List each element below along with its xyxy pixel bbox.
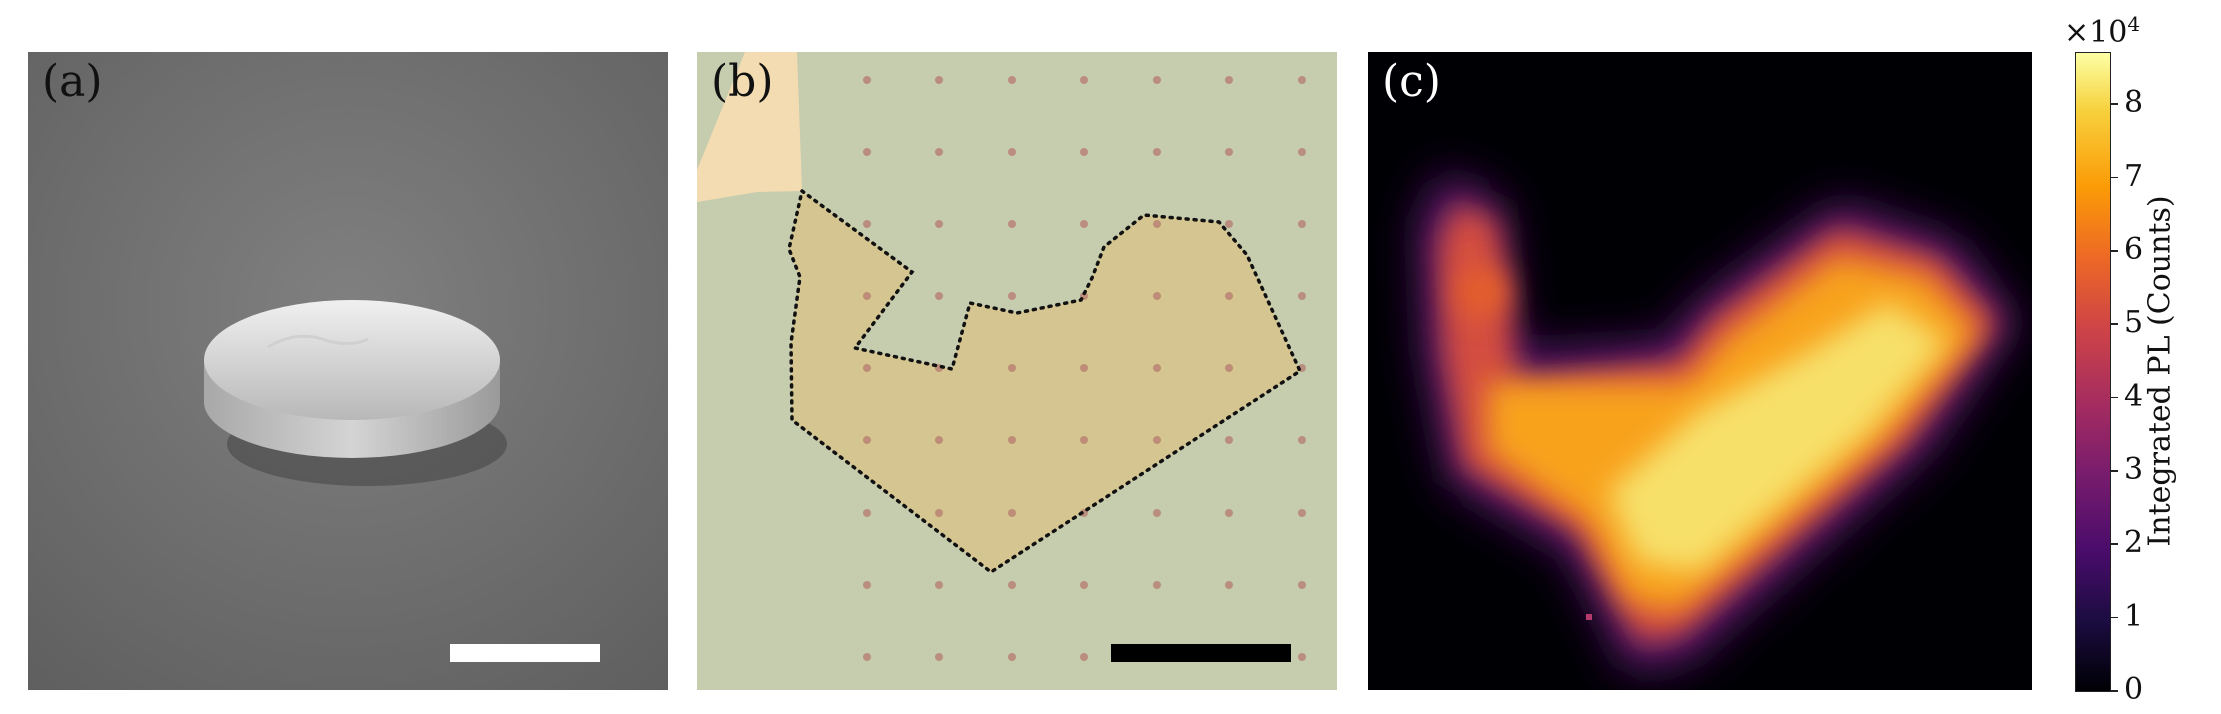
pillar-dot — [935, 148, 943, 156]
pl-map-panel: (c) — [1368, 52, 2032, 690]
pillar-dot — [863, 509, 871, 517]
colorbar-tick-label: 8 — [2124, 85, 2144, 121]
pillar-dot — [935, 653, 943, 661]
pillar-dot — [1225, 76, 1233, 84]
colorbar-tick — [2110, 690, 2118, 692]
pillar-dot — [1225, 364, 1233, 372]
pillar-dot — [863, 220, 871, 228]
pillar-dot — [1153, 509, 1161, 517]
pillar-dot — [1225, 220, 1233, 228]
pillar-dot — [1008, 653, 1016, 661]
pillar-dot — [1080, 436, 1088, 444]
colorbar-multiplier: ×104 — [2064, 12, 2141, 50]
pillar-dot — [1008, 76, 1016, 84]
pillar-dot — [863, 76, 871, 84]
colorbar-tick-label: 3 — [2124, 452, 2144, 487]
pillar-dot — [863, 653, 871, 661]
pillar-dot — [935, 581, 943, 589]
colorbar-tick-label: 5 — [2124, 305, 2144, 341]
pillar-dot — [1225, 509, 1233, 517]
pillar-dot — [1080, 581, 1088, 589]
pillar-dot — [1225, 581, 1233, 589]
pillar-dot — [1298, 653, 1306, 661]
pillar-dot — [863, 364, 871, 372]
pillar-dot — [1298, 76, 1306, 84]
colorbar-tick-label: 0 — [2124, 672, 2144, 707]
pillar-dot — [863, 148, 871, 156]
colorbar-tick — [2110, 103, 2118, 105]
colorbar-tick — [2110, 323, 2118, 325]
pillar-dot — [1153, 220, 1161, 228]
pillar-dot — [1008, 148, 1016, 156]
colorbar-tick-label: 6 — [2124, 232, 2144, 267]
pillar-dot — [1298, 509, 1306, 517]
pillar-dot — [1153, 364, 1161, 372]
optical-image-panel: (b) — [697, 52, 1337, 690]
colorbar-tick — [2110, 396, 2118, 399]
pillar-dot — [1008, 364, 1016, 372]
colorbar-tick-label: 1 — [2124, 598, 2144, 634]
pillar-dot — [1298, 292, 1306, 300]
colorbar-tick — [2110, 616, 2118, 619]
pillar-dot — [1080, 364, 1088, 372]
panel-label-a: (a) — [42, 56, 103, 107]
pillar-dot — [1153, 292, 1161, 300]
colorbar-tick — [2110, 470, 2118, 472]
pl-map — [1368, 52, 2032, 690]
pillar-dot — [1298, 436, 1306, 444]
pillar-dot — [863, 292, 871, 300]
pillar-dot — [1008, 509, 1016, 517]
pillar-dot — [1008, 581, 1016, 589]
pillar-dot — [1080, 220, 1088, 228]
panel-label-b: (b) — [711, 56, 774, 107]
pillar-dot — [1225, 148, 1233, 156]
colorbar-title: Integrated PL (Counts) — [2142, 195, 2178, 547]
pillar-dot — [1008, 292, 1016, 300]
colorbar-tick-label: 4 — [2124, 378, 2144, 414]
dotted-outline — [787, 188, 1303, 575]
pillar-dot — [1008, 436, 1016, 444]
pillar-dot — [1225, 292, 1233, 300]
sem-image-panel: (a) — [28, 52, 668, 690]
pillar-dot — [1080, 76, 1088, 84]
pillar-dot — [935, 292, 943, 300]
pillar-dot — [1298, 220, 1306, 228]
pillar-dot — [935, 220, 943, 228]
pillar-dot — [935, 76, 943, 84]
pillar-dot — [1153, 436, 1161, 444]
pillar-dot — [935, 436, 943, 444]
colorbar-tick — [2110, 176, 2118, 179]
colorbar-tick-label: 7 — [2124, 158, 2144, 194]
pillar-dot — [935, 509, 943, 517]
optical-image — [697, 52, 1337, 690]
pillar-dot — [863, 436, 871, 444]
pillar-dot — [1080, 148, 1088, 156]
panel-label-c: (c) — [1382, 56, 1441, 107]
colorbar-tick — [2110, 250, 2118, 252]
pillar-dot — [1153, 76, 1161, 84]
flake-region — [789, 191, 1300, 572]
sem-image — [28, 52, 668, 690]
pillar-dot — [1153, 148, 1161, 156]
pillar-dot — [1298, 581, 1306, 589]
pillar-dot — [1225, 436, 1233, 444]
colorbar-tick-label: 2 — [2124, 525, 2144, 561]
pillar-dot — [1153, 581, 1161, 589]
scale-bar-b — [1111, 644, 1291, 662]
colorbar-tick — [2110, 543, 2118, 545]
scale-bar-a — [450, 644, 600, 662]
pillar-dot — [863, 581, 871, 589]
pillar-dot — [1008, 220, 1016, 228]
colorbar — [2075, 52, 2111, 692]
pillar-dot — [1298, 148, 1306, 156]
pillar-dot — [1080, 653, 1088, 661]
